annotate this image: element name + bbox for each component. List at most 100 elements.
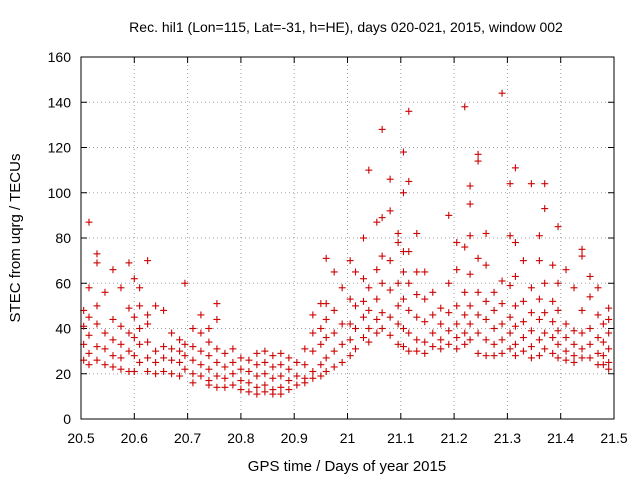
data-point: [445, 309, 453, 317]
data-point: [461, 340, 469, 348]
data-point: [245, 367, 253, 375]
data-point: [160, 306, 168, 314]
data-point: [527, 354, 535, 362]
data-point: [386, 286, 394, 294]
data-point: [144, 311, 152, 319]
data-point: [277, 372, 285, 380]
data-point: [245, 356, 253, 364]
data-point: [261, 347, 269, 355]
data-point: [506, 329, 514, 337]
data-point: [269, 352, 277, 360]
data-point: [330, 363, 338, 371]
data-point: [386, 257, 394, 265]
data-point: [322, 315, 330, 323]
y-tick-labels: 0 20 40 60 80 100 120 140 160: [48, 49, 72, 427]
data-point: [176, 358, 184, 366]
data-point: [351, 325, 359, 332]
data-point: [562, 266, 570, 274]
data-point: [570, 340, 578, 348]
data-point: [221, 363, 229, 371]
data-point: [277, 349, 285, 357]
data-point: [181, 352, 189, 360]
plot-frame: [80, 56, 615, 420]
data-point: [605, 329, 613, 337]
data-point: [511, 340, 519, 348]
data-point: [181, 279, 189, 287]
data-point: [93, 320, 101, 328]
data-point: [338, 358, 346, 366]
data-point: [136, 284, 144, 292]
data-point: [301, 345, 309, 353]
data-point: [421, 349, 429, 357]
data-point: [365, 284, 373, 292]
y-tick-label: 80: [55, 230, 71, 246]
data-point: [506, 282, 514, 290]
data-point: [189, 356, 197, 364]
data-point: [346, 352, 354, 360]
data-point: [85, 218, 93, 226]
data-point: [498, 320, 506, 328]
data-point: [261, 370, 269, 378]
data-point: [578, 354, 586, 362]
data-point: [413, 336, 421, 344]
data-point: [554, 223, 562, 231]
y-tick-label: 0: [63, 411, 71, 427]
data-point: [330, 347, 338, 355]
data-point: [322, 300, 330, 308]
data-point: [144, 338, 152, 346]
data-point: [405, 329, 413, 337]
data-point: [399, 148, 407, 156]
data-point: [130, 352, 138, 360]
data-point: [378, 252, 386, 260]
data-point: [429, 329, 437, 337]
data-point: [125, 259, 133, 267]
data-point: [482, 297, 490, 305]
data-point: [474, 254, 482, 262]
x-tick-label: 21.4: [547, 430, 574, 446]
x-tick-labels: 20.5 20.6 20.7 20.8 20.9 21 21.1 21.2 21…: [67, 430, 627, 446]
data-point: [413, 268, 421, 276]
data-point: [317, 325, 325, 332]
y-tick-label: 100: [48, 185, 72, 201]
data-point: [160, 367, 168, 375]
data-point: [351, 268, 359, 276]
data-point: [197, 361, 205, 369]
data-point: [322, 254, 330, 262]
data-point: [461, 103, 469, 111]
data-point: [378, 309, 386, 317]
data-point: [413, 347, 421, 355]
data-point: [453, 320, 461, 328]
data-point: [213, 358, 221, 366]
data-point: [461, 243, 469, 251]
data-point: [109, 266, 117, 274]
data-point: [421, 318, 429, 326]
data-point: [594, 311, 602, 319]
data-point: [136, 340, 144, 348]
data-point: [309, 367, 317, 375]
data-point: [549, 261, 557, 269]
data-point: [293, 372, 301, 380]
data-point: [221, 349, 229, 357]
y-tick-label: 140: [48, 94, 72, 110]
data-point: [490, 325, 498, 332]
data-point: [378, 279, 386, 287]
data-point: [594, 284, 602, 292]
y-tick-label: 120: [48, 140, 72, 156]
data-point: [570, 358, 578, 366]
data-point: [168, 345, 176, 353]
y-tick-label: 20: [55, 366, 71, 382]
data-point: [378, 125, 386, 133]
data-point: [498, 89, 506, 97]
data-point: [277, 361, 285, 369]
data-point: [253, 361, 261, 369]
data-point: [176, 336, 184, 344]
data-point: [399, 343, 407, 351]
data-point: [490, 352, 498, 360]
data-point: [152, 358, 160, 366]
data-point: [373, 315, 381, 323]
data-point: [586, 293, 594, 301]
data-point: [394, 320, 402, 328]
data-point: [213, 315, 221, 323]
data-point: [101, 329, 109, 337]
data-point: [535, 352, 543, 360]
